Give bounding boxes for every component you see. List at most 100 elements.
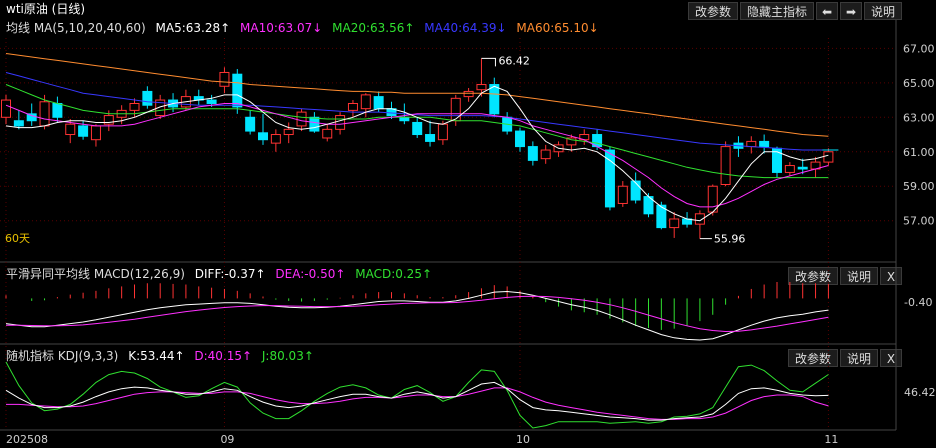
grid-lines: [0, 20, 897, 431]
candle-body: [245, 116, 256, 132]
candle-body: [617, 185, 628, 204]
candle-body: [155, 99, 166, 117]
ma20-value: MA20:63.56↑: [332, 21, 415, 35]
macd-legend-label: 平滑异同平均线 MACD(12,26,9): [6, 267, 185, 281]
candle-body: [219, 71, 230, 87]
kdj-help-button[interactable]: 说明: [839, 349, 878, 367]
candle-body: [78, 125, 89, 137]
x-tick-label: 09: [220, 433, 234, 446]
kdj-k-line: [5, 381, 829, 421]
kdj-axis-label: 46.42: [904, 386, 936, 399]
candle-body: [347, 102, 358, 111]
kdj-toolbar: 改参数 说明 X: [786, 349, 902, 367]
y-tick-label: 61.00: [903, 146, 935, 159]
candle-body: [437, 123, 448, 141]
kdj-pane: [5, 361, 829, 429]
x-tick-label: 11: [824, 433, 838, 446]
candle-body: [232, 73, 243, 108]
macd-toolbar: 改参数 说明 X: [786, 267, 902, 285]
ma5-value: MA5:63.28↑: [155, 21, 231, 35]
candle-body: [13, 120, 24, 127]
macd-legend: 平滑异同平均线 MACD(12,26,9) DIFF:-0.37↑ DEA:-0…: [0, 265, 438, 283]
candle-body: [720, 146, 731, 186]
help-button[interactable]: 说明: [863, 2, 902, 20]
candle-body: [309, 116, 320, 132]
candle-body: [630, 180, 641, 201]
ma60-value: MA60:65.10↓: [516, 21, 599, 35]
candle-body: [65, 123, 76, 136]
candle-body: [258, 132, 268, 141]
candle-body: [425, 134, 436, 142]
high-price-label: 66.42: [498, 54, 530, 67]
candle-body: [540, 149, 551, 160]
kdj-j-value: J:80.03↑: [261, 349, 314, 363]
candle-body: [566, 137, 577, 146]
next-arrow-icon[interactable]: ➡: [839, 2, 862, 20]
macd-diff-value: DIFF:-0.37↑: [194, 267, 266, 281]
ma40-value: MA40:64.39↓: [424, 21, 507, 35]
candle-body: [296, 111, 307, 127]
candle-body: [656, 204, 667, 229]
y-tick-label: 65.00: [903, 77, 935, 90]
candlestick-series: [1, 58, 834, 239]
low-price-label: 55.96: [714, 233, 746, 246]
candle-body: [1, 99, 11, 118]
kdj-params-button[interactable]: 改参数: [787, 349, 838, 367]
kdj-j-line: [5, 361, 829, 429]
candle-body: [694, 213, 705, 225]
candle-body: [26, 113, 37, 122]
candle-body: [746, 140, 757, 148]
candle-body: [335, 115, 346, 130]
kdj-d-line: [6, 387, 829, 420]
period-label: 60天: [5, 232, 30, 245]
window-title-bar: wti原油 (日线): [0, 0, 91, 18]
macd-axis-label: -0.40: [904, 296, 932, 309]
candle-body: [527, 146, 538, 161]
candle-body: [399, 116, 410, 122]
macd-help-button[interactable]: 说明: [839, 267, 878, 285]
candle-body: [604, 149, 615, 208]
ma10-line: [5, 103, 829, 208]
prev-arrow-icon[interactable]: ⬅: [815, 2, 838, 20]
candle-body: [759, 140, 770, 148]
change-params-button[interactable]: 改参数: [687, 2, 738, 20]
x-tick-label: 10: [516, 433, 530, 446]
window-title: wti原油 (日线): [6, 2, 86, 16]
candle-body: [515, 130, 525, 148]
candle-body: [270, 134, 281, 144]
y-tick-label: 67.00: [903, 42, 935, 55]
macd-params-button[interactable]: 改参数: [787, 267, 838, 285]
kdj-d-value: D:40.15↑: [194, 349, 253, 363]
kdj-legend-label: 随机指标 KDJ(9,3,3): [6, 349, 119, 363]
y-tick-label: 57.00: [903, 215, 935, 228]
ma10-value: MA10:63.07↓: [240, 21, 323, 35]
y-tick-label: 63.00: [903, 111, 935, 124]
ma-legend-label: 均线 MA(5,10,20,40,60): [6, 21, 146, 35]
candle-body: [103, 115, 114, 125]
candle-body: [39, 101, 50, 127]
main-toolbar: 改参数 隐藏主指标 ⬅ ➡ 说明: [686, 2, 902, 20]
candle-body: [784, 165, 795, 173]
candle-body: [52, 102, 63, 118]
ma40-line: [5, 72, 829, 151]
candle-body: [129, 102, 140, 111]
candle-body: [823, 151, 834, 163]
candle-body: [360, 94, 371, 110]
candle-body: [797, 166, 808, 170]
x-tick-label: 202508: [6, 433, 48, 446]
candle-body: [463, 90, 474, 98]
macd-dea-value: DEA:-0.50↑: [275, 267, 346, 281]
macd-pane: [5, 282, 829, 341]
candle-body: [669, 218, 680, 229]
high-price-pointer: [481, 57, 496, 67]
kdj-k-value: K:53.44↑: [128, 349, 185, 363]
macd-macd-value: MACD:0.25↑: [355, 267, 433, 281]
candle-body: [489, 84, 500, 115]
hide-indicator-button[interactable]: 隐藏主指标: [739, 2, 814, 20]
candle-body: [476, 84, 487, 91]
axes: 57.00 59.00 61.00 63.00 65.00 67.00 202508 09 10…: [6, 42, 935, 446]
y-tick-label: 59.00: [903, 180, 935, 193]
candle-body: [142, 90, 153, 106]
candle-body: [322, 128, 333, 139]
